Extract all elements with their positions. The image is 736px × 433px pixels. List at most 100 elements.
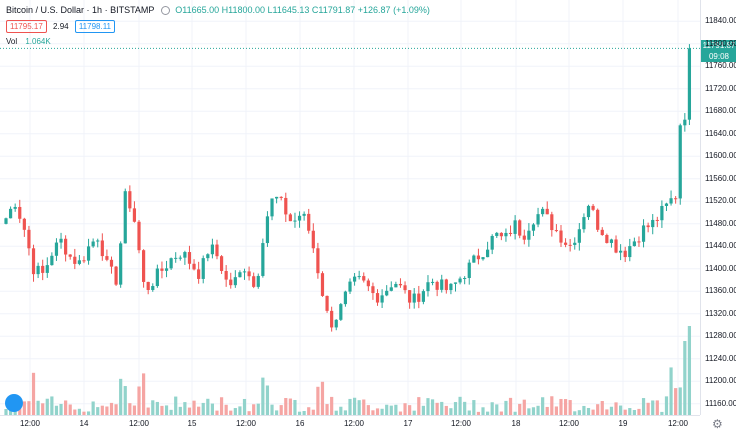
volume-bar bbox=[619, 405, 623, 416]
chart-area[interactable]: Bitcoin / U.S. Dollar · 1h · BITSTAMP O1… bbox=[0, 0, 700, 416]
candle-body bbox=[261, 243, 265, 276]
volume-bar bbox=[36, 400, 40, 416]
price-axis[interactable]: 11791.87 09:08 11840.00 11800.00 11760.00 1… bbox=[700, 0, 736, 415]
volume-bar bbox=[128, 403, 132, 416]
volume-bar bbox=[242, 398, 247, 416]
volume-bar bbox=[224, 404, 228, 416]
candle-body bbox=[623, 250, 627, 258]
candle-body bbox=[632, 241, 636, 247]
candle-body bbox=[568, 244, 572, 246]
time-axis[interactable]: 12:00 14 12:00 15 12:00 16 12:00 17 12:00 18 12:00… bbox=[0, 415, 700, 433]
candle-body bbox=[586, 205, 591, 218]
candle-body bbox=[256, 275, 260, 287]
candle-body bbox=[541, 208, 545, 215]
candle-body bbox=[334, 319, 338, 328]
candle-body bbox=[641, 225, 646, 242]
volume-bar bbox=[151, 400, 155, 416]
candle-body bbox=[100, 240, 104, 257]
volume-bar bbox=[637, 408, 641, 416]
candle-body bbox=[417, 293, 421, 302]
price-chart[interactable] bbox=[0, 0, 700, 416]
candle-body bbox=[609, 239, 614, 243]
volume-bar bbox=[187, 407, 192, 416]
bid-price[interactable]: 11795.17 bbox=[6, 20, 47, 33]
volume-bar bbox=[320, 381, 325, 416]
candle-body bbox=[229, 279, 233, 286]
candle-body bbox=[467, 262, 471, 279]
tradingview-logo-icon[interactable] bbox=[5, 394, 23, 412]
volume-bar bbox=[508, 397, 513, 416]
candle-body bbox=[192, 263, 196, 270]
candle-body bbox=[412, 293, 416, 303]
candle-body bbox=[265, 216, 270, 244]
volume-bar bbox=[50, 396, 54, 416]
volume-legend: Vol 1.064K bbox=[6, 37, 51, 46]
time-tick: 12:00 bbox=[128, 419, 150, 428]
candle-body bbox=[563, 242, 568, 245]
volume-bar bbox=[288, 398, 292, 416]
candle-body bbox=[527, 230, 531, 240]
time-tick: 19 bbox=[618, 419, 628, 428]
volume-bar bbox=[678, 387, 682, 416]
volume-bar bbox=[444, 405, 448, 416]
candle-body bbox=[655, 219, 659, 221]
candle-body bbox=[307, 213, 311, 231]
candle-body bbox=[343, 291, 348, 305]
candle-body bbox=[41, 265, 45, 273]
candle-body bbox=[215, 244, 219, 257]
volume-bar bbox=[325, 404, 329, 416]
candle-body bbox=[284, 197, 288, 215]
candle-body bbox=[678, 125, 682, 199]
volume-bar bbox=[481, 407, 485, 416]
interval[interactable]: 1h bbox=[92, 5, 103, 15]
candle-body bbox=[233, 277, 237, 286]
volume-bar bbox=[270, 404, 274, 416]
candle-body bbox=[394, 283, 398, 288]
volume-bar bbox=[394, 404, 398, 416]
candle-body bbox=[64, 238, 68, 255]
volume-bar bbox=[458, 396, 462, 416]
candle-body bbox=[463, 278, 467, 280]
volume-bar bbox=[490, 402, 494, 416]
gear-icon[interactable]: ⚙ bbox=[712, 417, 723, 431]
candle-body bbox=[219, 256, 224, 271]
candle-body bbox=[275, 196, 279, 199]
candle-body bbox=[142, 250, 146, 282]
volume-bar bbox=[27, 401, 31, 416]
ask-price[interactable]: 11798.11 bbox=[74, 20, 116, 33]
volume-bar bbox=[114, 404, 118, 416]
candle-body bbox=[242, 271, 247, 273]
candle-body bbox=[54, 242, 59, 256]
candle-body bbox=[160, 268, 164, 271]
candle-body bbox=[348, 281, 352, 292]
candle-body bbox=[68, 254, 72, 257]
volume-bar bbox=[206, 398, 210, 416]
volume-bar bbox=[105, 406, 109, 416]
volume-bar bbox=[403, 403, 407, 416]
volume-bar bbox=[86, 411, 91, 416]
volume-bar bbox=[197, 406, 201, 416]
volume-bar bbox=[256, 403, 260, 416]
volume-bar bbox=[683, 341, 687, 416]
candle-body bbox=[430, 281, 435, 283]
volume-bar bbox=[297, 411, 302, 416]
candle-body bbox=[27, 229, 31, 249]
price-tick: 11560.00 bbox=[705, 173, 736, 183]
symbol-name[interactable]: Bitcoin / U.S. Dollar bbox=[6, 5, 85, 15]
volume-bar bbox=[201, 402, 205, 416]
volume-bar bbox=[380, 408, 384, 416]
volume-bar bbox=[582, 405, 586, 416]
candle-body bbox=[426, 282, 430, 292]
volume-bar bbox=[307, 407, 311, 416]
volume-bar bbox=[41, 403, 45, 416]
volume-bar bbox=[233, 408, 237, 416]
volume-bar bbox=[343, 410, 348, 416]
candle-body bbox=[22, 218, 26, 230]
volume-bar bbox=[664, 396, 669, 416]
volume-bar bbox=[4, 409, 8, 416]
volume-bar bbox=[527, 408, 531, 416]
volume-bar bbox=[375, 408, 380, 416]
volume-bar bbox=[109, 402, 114, 416]
candle-body bbox=[559, 230, 563, 243]
candle-body bbox=[591, 205, 595, 210]
